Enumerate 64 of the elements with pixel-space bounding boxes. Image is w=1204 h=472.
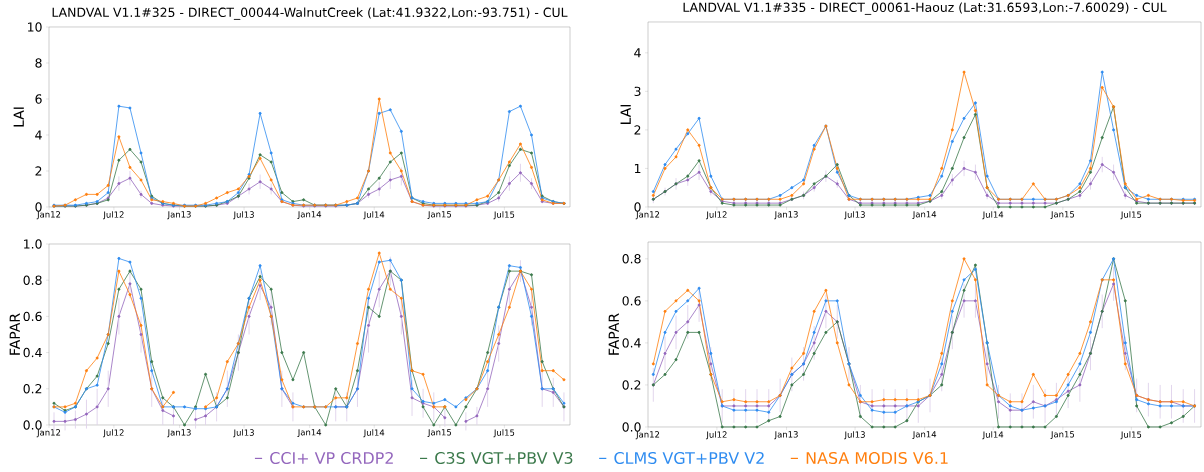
x-tick-label: Jan12: [36, 429, 61, 438]
y-tick-label: 0.6: [23, 311, 42, 322]
y-tick-label: 0.2: [23, 384, 42, 394]
legend-label: CLMS VGT+PBV V2: [614, 451, 764, 465]
x-tick-label: Jul12: [102, 429, 124, 438]
y-tick-label: 6: [35, 94, 42, 104]
y-tick-label: 0.0: [622, 422, 641, 432]
x-tick-label: Jan15: [1050, 211, 1075, 220]
y-tick-label: 0.8: [622, 254, 641, 264]
x-tick-label: Jan13: [167, 429, 191, 438]
chart-title: LANDVAL V1.1#335 - DIRECT_00061-Haouz (Lat:31.6593,Lon:-7.60029) - CUL: [683, 2, 1167, 15]
y-tick-label: 1: [634, 163, 641, 173]
y-tick-label: 4: [35, 130, 42, 140]
y-axis-title: FAPAR: [608, 313, 619, 355]
x-tick-label: Jul12: [705, 431, 727, 440]
x-tick-label: Jan12: [635, 431, 660, 440]
x-tick-label: Jul13: [844, 431, 865, 440]
y-tick-label: 2: [634, 125, 641, 135]
y-axis-title: LAI: [13, 107, 24, 127]
x-tick-label: Jan13: [774, 431, 798, 440]
y-tick-label: 0.4: [622, 338, 641, 348]
x-tick-label: Jul13: [844, 211, 865, 220]
y-axis-title: LAI: [620, 104, 631, 124]
x-tick-label: Jan15: [427, 429, 452, 438]
x-tick-label: Jul13: [233, 211, 254, 220]
y-tick-label: 4: [634, 48, 641, 58]
y-tick-label: 8: [35, 58, 42, 68]
x-tick-label: Jul14: [363, 211, 385, 220]
legend-label: CCI+ VP CRDP2: [270, 451, 393, 465]
x-tick-label: Jan13: [774, 211, 798, 220]
x-tick-label: Jul14: [363, 429, 385, 438]
y-tick-label: 0.8: [23, 275, 42, 285]
y-axis-title: FAPAR: [9, 313, 20, 355]
x-tick-label: Jan15: [427, 211, 452, 220]
x-tick-label: Jan14: [297, 211, 322, 220]
x-tick-label: Jul14: [982, 431, 1004, 440]
x-tick-label: Jul15: [493, 429, 515, 438]
x-tick-label: Jul12: [705, 211, 727, 220]
y-tick-label: 10: [28, 22, 42, 32]
x-tick-label: Jan12: [635, 211, 660, 220]
y-tick-label: 0: [634, 202, 641, 212]
y-tick-label: 3: [634, 86, 641, 97]
legend-label: C3S VGT+PBV V3: [435, 451, 573, 465]
chart-title: LANDVAL V1.1#325 - DIRECT_00044-WalnutCreek (Lat:41.9322,Lon:-93.751) - CUL: [52, 7, 568, 20]
y-tick-label: 0: [35, 202, 42, 212]
x-tick-label: Jul15: [1120, 211, 1142, 220]
x-tick-label: Jan14: [912, 211, 937, 220]
y-tick-label: 0.0: [23, 420, 42, 430]
y-tick-label: 0.2: [622, 380, 641, 390]
legend-label: NASA MODIS V6.1: [806, 451, 948, 465]
x-tick-label: Jul13: [233, 429, 254, 438]
x-tick-label: Jan12: [36, 211, 61, 220]
x-tick-label: Jan14: [912, 431, 937, 440]
x-tick-label: Jul15: [1120, 431, 1142, 440]
x-tick-label: Jul12: [102, 211, 124, 220]
x-tick-label: Jan14: [297, 429, 322, 438]
y-tick-label: 0.4: [23, 347, 42, 358]
y-tick-label: 2: [35, 166, 42, 176]
x-tick-label: Jan13: [167, 211, 191, 220]
x-tick-label: Jan15: [1050, 431, 1075, 440]
x-tick-label: Jul14: [982, 211, 1004, 220]
y-tick-label: 1.0: [24, 239, 42, 249]
x-tick-label: Jul15: [493, 211, 515, 220]
y-tick-label: 0.6: [622, 296, 641, 306]
